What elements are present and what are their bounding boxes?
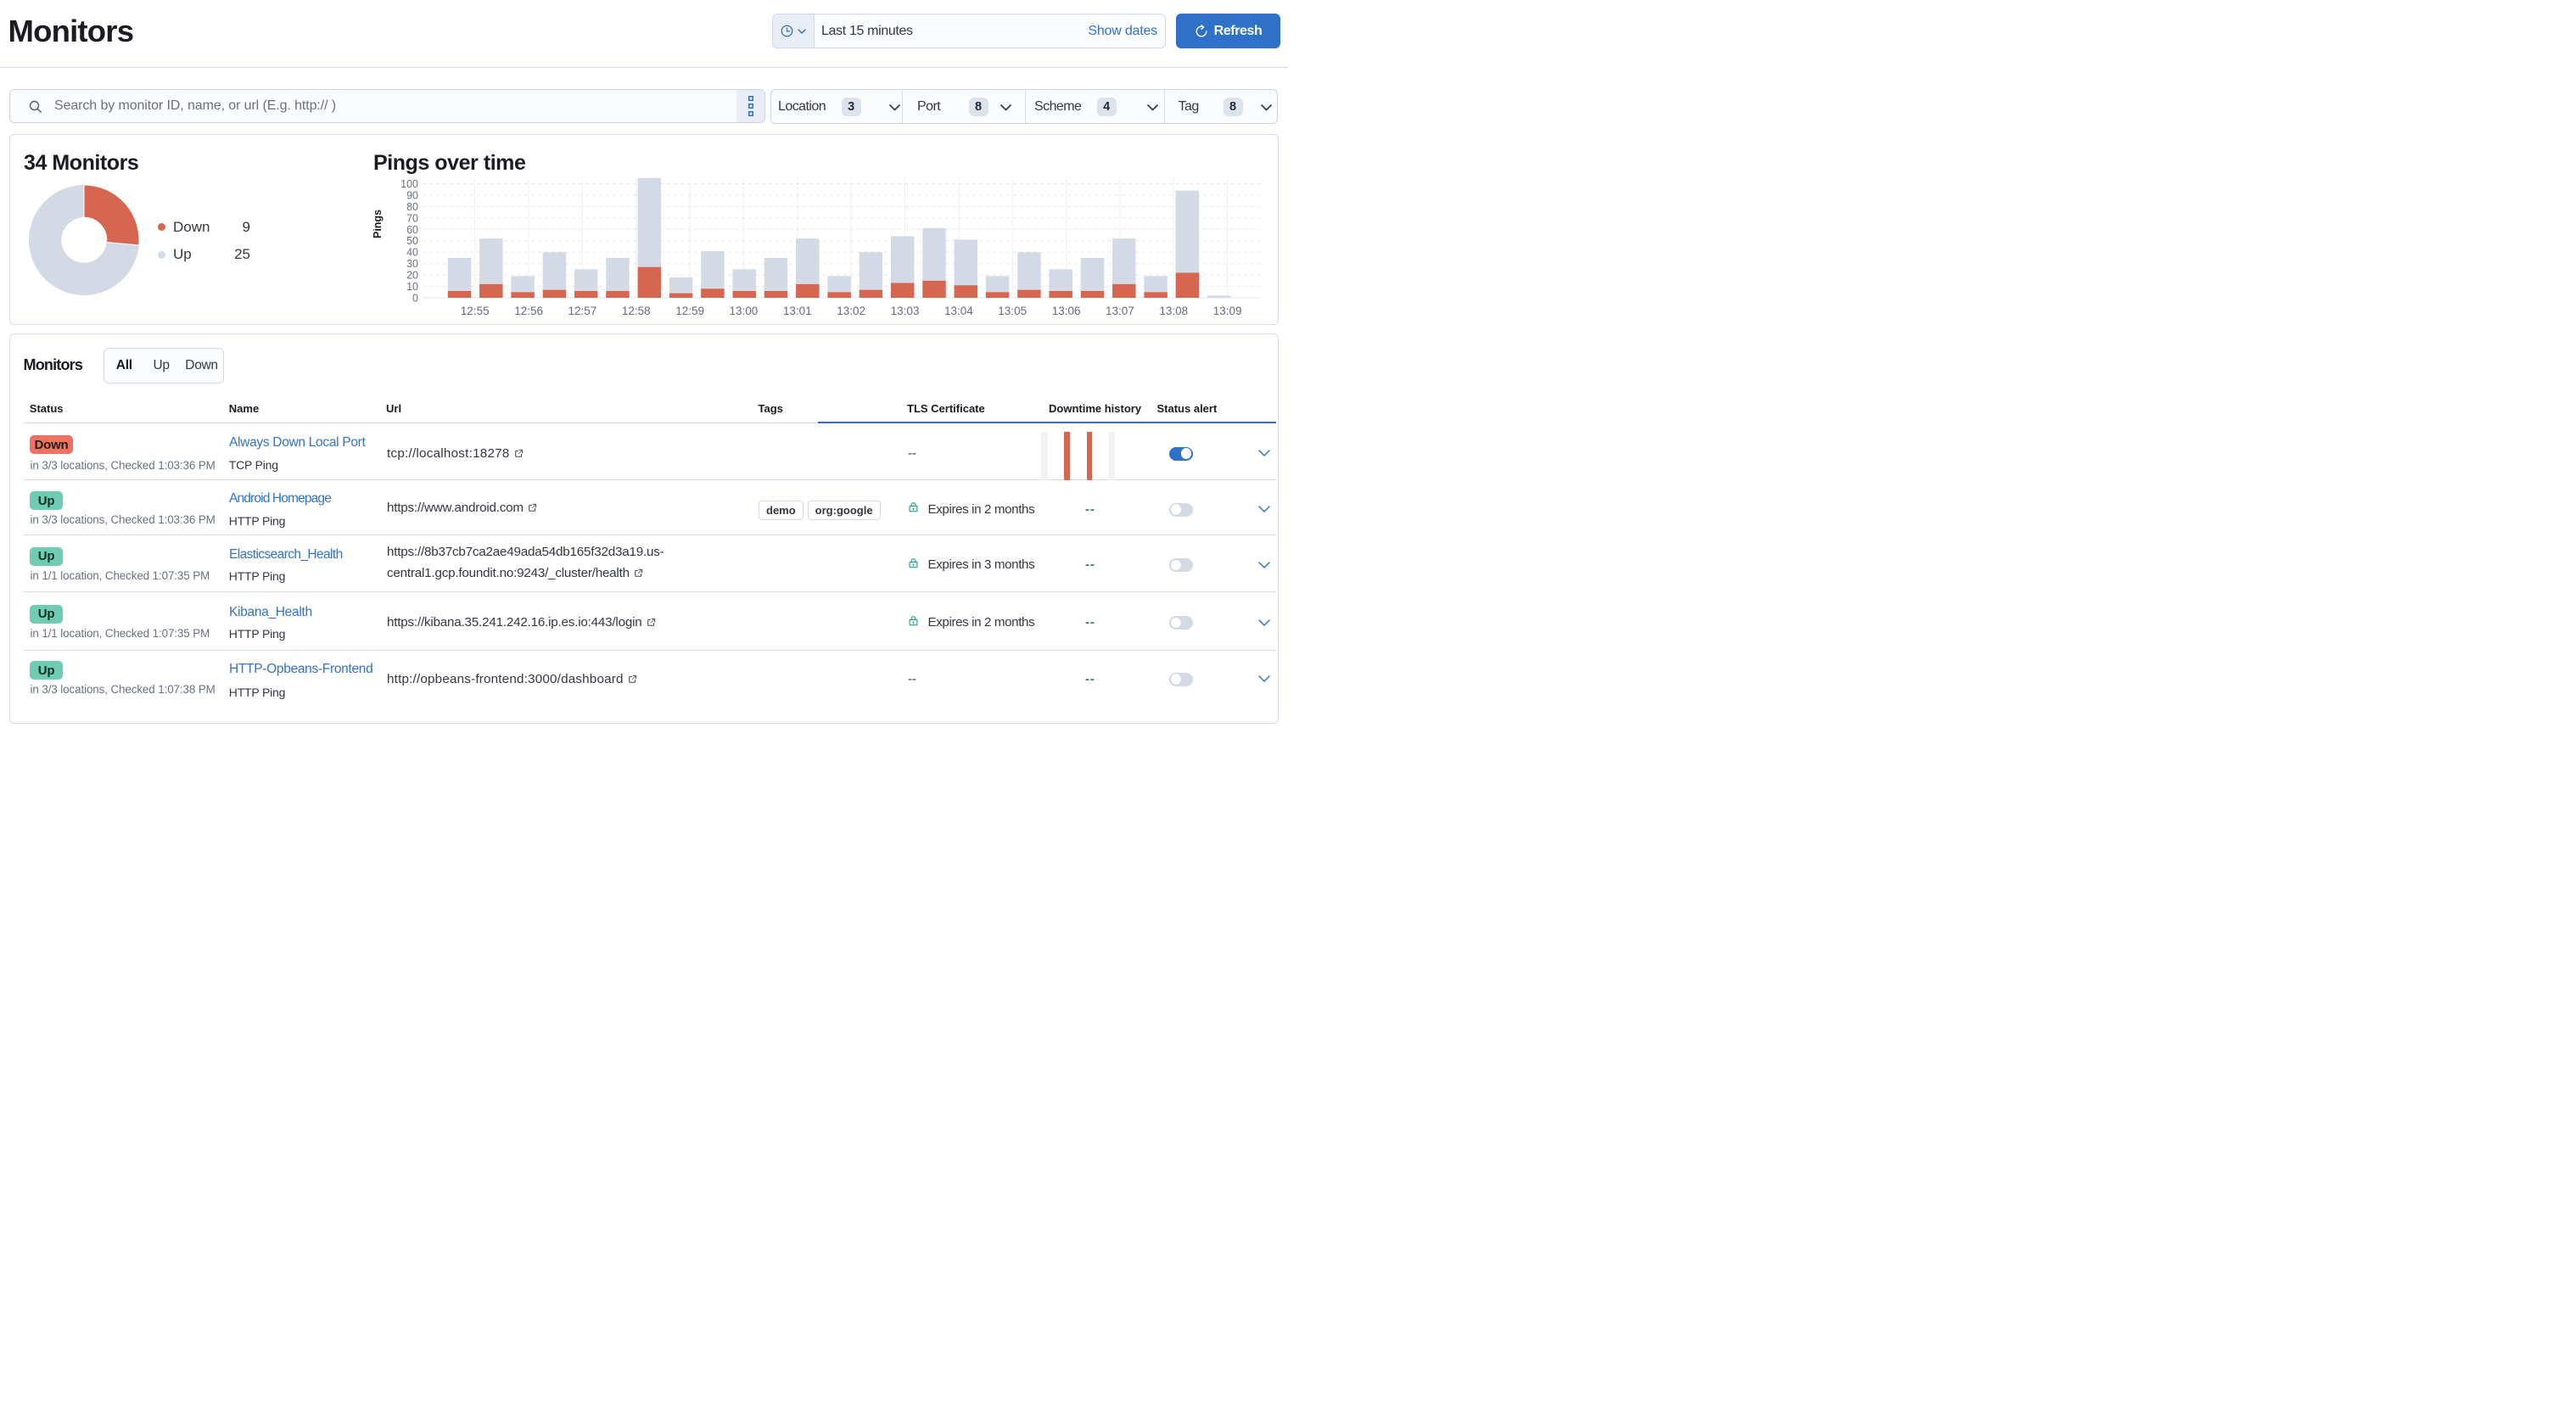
svg-text:10: 10 <box>406 281 418 293</box>
svg-text:80: 80 <box>406 201 418 213</box>
svg-text:13:07: 13:07 <box>1106 305 1134 317</box>
svg-text:13:05: 13:05 <box>998 305 1027 317</box>
svg-text:12:58: 12:58 <box>622 305 651 317</box>
svg-text:90: 90 <box>406 190 418 202</box>
svg-text:13:03: 13:03 <box>891 305 920 317</box>
svg-text:70: 70 <box>406 212 418 224</box>
svg-text:0: 0 <box>412 293 418 305</box>
svg-text:12:59: 12:59 <box>675 305 704 317</box>
svg-text:12:57: 12:57 <box>568 305 597 317</box>
svg-text:13:04: 13:04 <box>944 305 973 317</box>
svg-text:13:01: 13:01 <box>783 305 812 317</box>
svg-text:13:06: 13:06 <box>1052 305 1081 317</box>
svg-text:12:55: 12:55 <box>461 305 490 317</box>
svg-text:40: 40 <box>406 247 418 259</box>
svg-text:Pings: Pings <box>373 210 384 238</box>
svg-text:13:00: 13:00 <box>730 305 759 317</box>
svg-text:13:08: 13:08 <box>1159 305 1188 317</box>
svg-text:100: 100 <box>400 178 418 190</box>
svg-text:12:56: 12:56 <box>514 305 543 317</box>
svg-text:20: 20 <box>406 270 418 282</box>
svg-text:50: 50 <box>406 235 418 247</box>
svg-text:60: 60 <box>406 224 418 236</box>
svg-text:30: 30 <box>406 258 418 270</box>
svg-text:13:02: 13:02 <box>837 305 865 317</box>
svg-text:13:09: 13:09 <box>1213 305 1242 317</box>
